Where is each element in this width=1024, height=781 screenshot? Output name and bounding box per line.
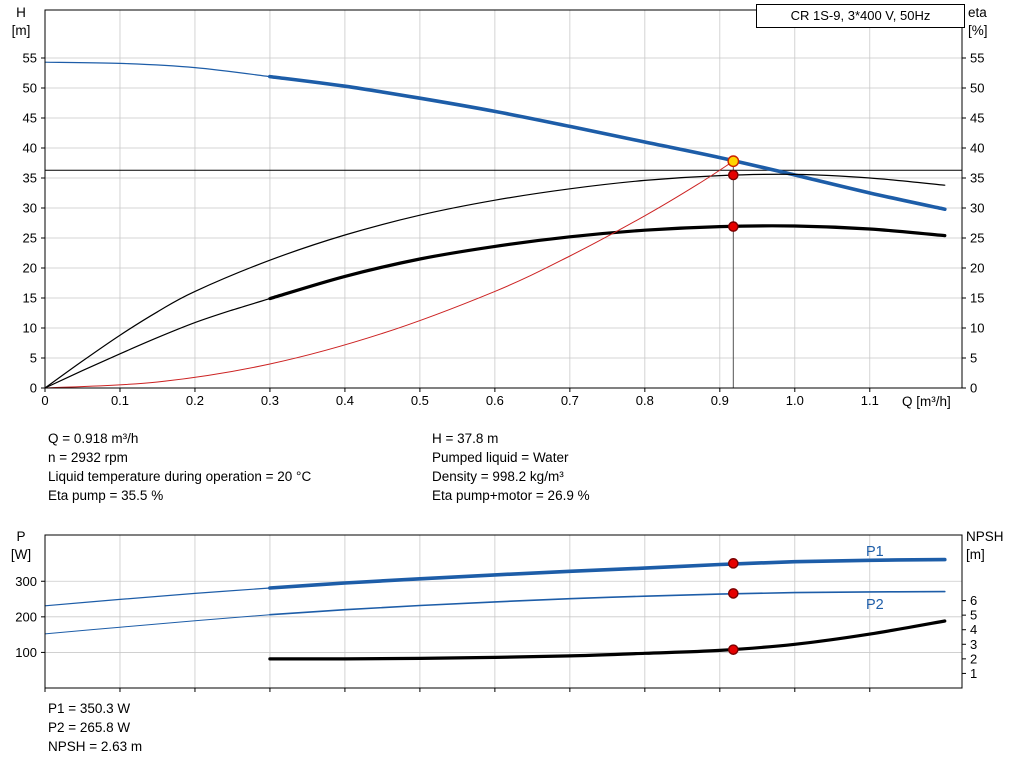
- curve-label-p1: P1: [866, 544, 884, 560]
- svg-text:300: 300: [15, 574, 37, 589]
- plot-border: [44, 534, 963, 689]
- svg-text:100: 100: [15, 645, 37, 660]
- curve-label-p2: P2: [866, 597, 884, 613]
- svg-text:4: 4: [970, 622, 977, 637]
- svg-text:0.1: 0.1: [111, 393, 129, 408]
- svg-text:200: 200: [15, 609, 37, 624]
- duty-density: Density = 998.2 kg/m³: [432, 469, 564, 484]
- gridlines: [44, 535, 962, 688]
- duty-info-right: H = 37.8 m Pumped liquid = Water Density…: [432, 429, 590, 505]
- svg-text:40: 40: [970, 141, 984, 156]
- svg-text:0.7: 0.7: [561, 393, 579, 408]
- duty-head: H = 37.8 m: [432, 431, 499, 446]
- eta-pump-motor-low-flow: [44, 298, 271, 389]
- svg-text:1.0: 1.0: [786, 393, 804, 408]
- svg-text:30: 30: [23, 201, 37, 216]
- svg-text:0.3: 0.3: [261, 393, 279, 408]
- p2-curve: [269, 590, 946, 616]
- svg-text:50: 50: [970, 81, 984, 96]
- q-axis-title: Q [m³/h]: [902, 394, 951, 409]
- system-curve: [44, 160, 734, 389]
- svg-text:55: 55: [970, 51, 984, 66]
- eta-pump-duty-point: [728, 169, 739, 181]
- svg-text:25: 25: [970, 231, 984, 246]
- svg-text:0.6: 0.6: [486, 393, 504, 408]
- result-npsh: NPSH = 2.63 m: [48, 739, 143, 754]
- p-axis-name: P: [16, 529, 26, 544]
- svg-text:0.5: 0.5: [411, 393, 429, 408]
- eta-pump-motor-duty-point: [728, 221, 739, 232]
- p1-duty-point: [728, 558, 739, 569]
- plot-border: [44, 9, 963, 389]
- svg-text:5: 5: [30, 351, 37, 366]
- svg-text:15: 15: [970, 291, 984, 306]
- svg-text:35: 35: [970, 171, 984, 186]
- npsh-curve: [268, 619, 947, 661]
- svg-text:0: 0: [30, 381, 37, 396]
- svg-text:10: 10: [23, 321, 37, 336]
- svg-text:45: 45: [23, 111, 37, 126]
- eta-axis-unit: [%]: [968, 23, 988, 38]
- svg-text:0.8: 0.8: [636, 393, 654, 408]
- p2-duty-point: [728, 588, 739, 599]
- svg-text:40: 40: [23, 141, 37, 156]
- svg-text:0.4: 0.4: [336, 393, 354, 408]
- svg-text:0.9: 0.9: [711, 393, 729, 408]
- svg-text:25: 25: [23, 231, 37, 246]
- svg-text:10: 10: [970, 321, 984, 336]
- svg-text:5: 5: [970, 608, 977, 623]
- npsh-duty-point: [728, 644, 739, 655]
- pump-title-box: CR 1S-9, 3*400 V, 50Hz: [756, 4, 965, 28]
- svg-text:3: 3: [970, 637, 977, 652]
- p-axis-unit: [W]: [10, 547, 32, 562]
- gridlines: [44, 10, 962, 388]
- npsh-axis-name: NPSH: [966, 529, 1004, 544]
- npsh-axis-unit: [m]: [966, 547, 985, 562]
- h-axis-unit: [m]: [11, 23, 31, 38]
- duty-results: P1 = 350.3 W P2 = 265.8 W NPSH = 2.63 m: [48, 699, 142, 756]
- hq-eta-chart: 0 5 10 15 20 25 30 35 40 45 50 55 0 5 10 15 20 25 30 35 40 45…: [23, 9, 985, 409]
- duty-info-left: Q = 0.918 m³/h n = 2932 rpm Liquid tempe…: [48, 429, 311, 505]
- duty-liquid: Pumped liquid = Water: [432, 450, 569, 465]
- pump-curve-low-flow: [44, 61, 271, 78]
- duty-speed: n = 2932 rpm: [48, 450, 128, 465]
- p1-curve: [268, 557, 947, 590]
- svg-text:6: 6: [970, 593, 977, 608]
- svg-text:1.1: 1.1: [861, 393, 879, 408]
- svg-text:0: 0: [970, 381, 977, 396]
- svg-text:35: 35: [23, 171, 37, 186]
- svg-text:15: 15: [23, 291, 37, 306]
- svg-text:30: 30: [970, 201, 984, 216]
- eta-pump-motor-curve: [268, 224, 947, 301]
- duty-eta-pump-motor: Eta pump+motor = 26.9 %: [432, 488, 590, 503]
- p1-curve-low-flow: [44, 587, 271, 607]
- duty-point: [727, 155, 740, 168]
- svg-text:55: 55: [23, 51, 37, 66]
- svg-text:20: 20: [23, 261, 37, 276]
- svg-text:0.2: 0.2: [186, 393, 204, 408]
- tick-labels: 0 5 10 15 20 25 30 35 40 45 50 55 0 5 10 15 20 25 30 35 40 45…: [23, 51, 985, 409]
- eta-pump-curve: [44, 173, 946, 389]
- duty-temperature: Liquid temperature during operation = 20…: [48, 469, 312, 484]
- svg-text:2: 2: [970, 651, 977, 666]
- eta-axis-name: eta: [968, 5, 987, 20]
- svg-text:20: 20: [970, 261, 984, 276]
- h-axis-name: H: [16, 5, 26, 20]
- svg-text:1: 1: [970, 666, 977, 681]
- p2-curve-low-flow: [44, 614, 271, 635]
- duty-flow: Q = 0.918 m³/h: [48, 431, 139, 446]
- duty-eta-pump: Eta pump = 35.5 %: [48, 488, 164, 503]
- svg-text:45: 45: [970, 111, 984, 126]
- result-p1: P1 = 350.3 W: [48, 701, 131, 716]
- pump-curve: [268, 74, 947, 211]
- svg-text:50: 50: [23, 81, 37, 96]
- svg-text:0: 0: [41, 393, 48, 408]
- svg-text:5: 5: [970, 351, 977, 366]
- result-p2: P2 = 265.8 W: [48, 720, 131, 735]
